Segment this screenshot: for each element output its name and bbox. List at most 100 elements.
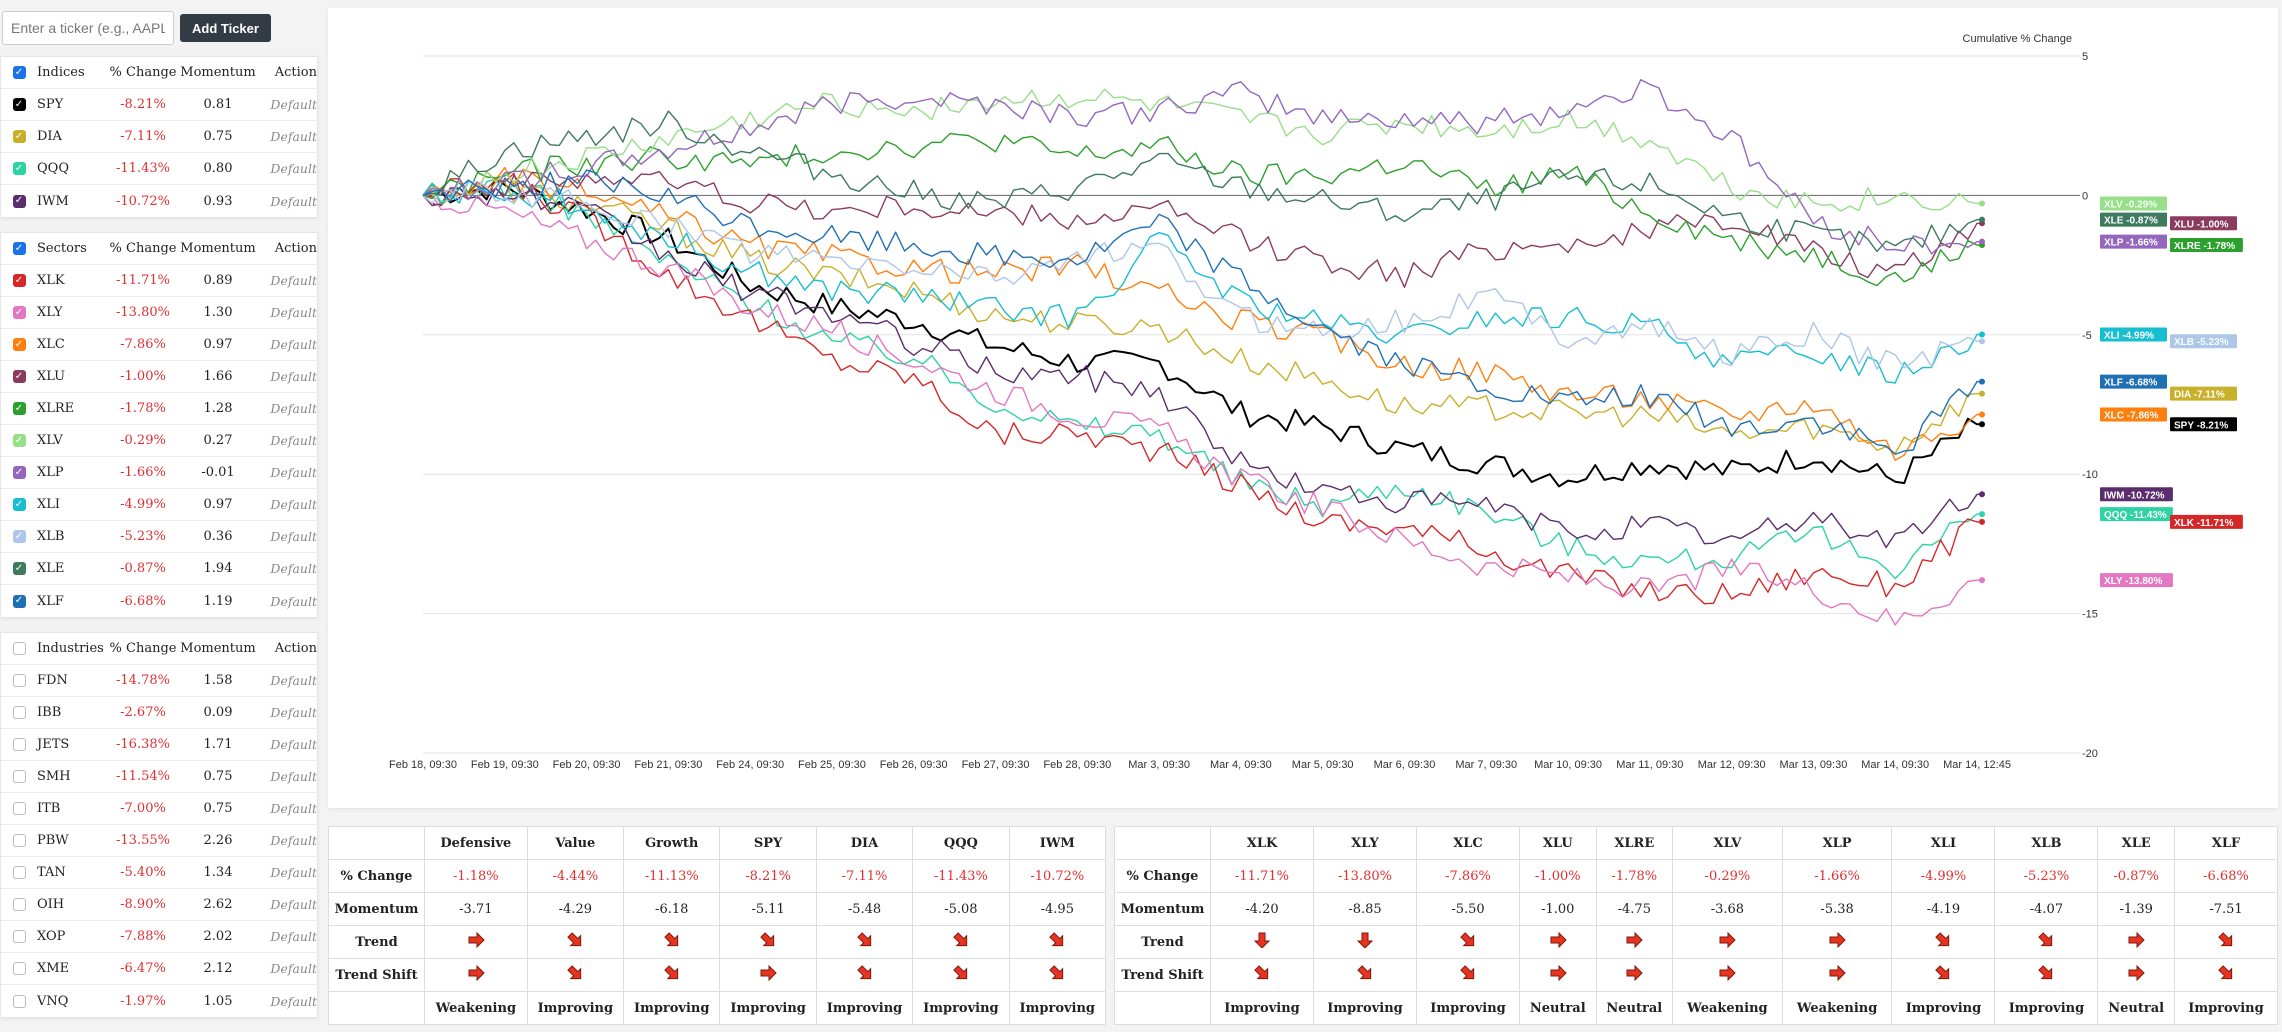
trend-cell	[1313, 925, 1417, 959]
action-link[interactable]: Default	[270, 433, 317, 448]
action-link[interactable]: Default	[270, 961, 317, 976]
x-tick-label: Mar 11, 09:30	[1616, 759, 1683, 771]
x-tick-label: Mar 6, 09:30	[1374, 759, 1436, 771]
action-link[interactable]: Default	[270, 673, 317, 688]
series-checkbox[interactable]: ✓	[12, 594, 26, 608]
action-link[interactable]: Default	[270, 161, 317, 176]
trend-arrow-icon	[1049, 932, 1064, 947]
series-checkbox[interactable]	[12, 866, 26, 879]
series-checkbox[interactable]	[12, 962, 26, 975]
action-link[interactable]: Default	[270, 497, 317, 512]
column-header: XLF	[2173, 826, 2279, 860]
action-link[interactable]: Default	[270, 129, 317, 144]
y-tick-label: -15	[2082, 609, 2098, 621]
action-link[interactable]: Default	[270, 865, 317, 880]
y-tick-label: 0	[2082, 190, 2088, 202]
x-tick-label: Feb 19, 09:30	[471, 759, 539, 771]
series-end-marker	[1979, 511, 1985, 518]
momentum-cell: -7.51	[2173, 892, 2279, 926]
x-tick-label: Mar 10, 09:30	[1534, 759, 1602, 771]
pct-change: -2.67%	[120, 705, 166, 720]
action-link[interactable]: Default	[270, 337, 317, 352]
ticker-input[interactable]	[2, 11, 174, 45]
series-checkbox[interactable]	[12, 802, 26, 815]
series-checkbox[interactable]: ✓	[12, 434, 26, 447]
action-link[interactable]: Default	[270, 705, 317, 720]
series-checkbox[interactable]: ✓	[12, 162, 26, 175]
momentum-value: 0.93	[203, 193, 233, 209]
group-header: ✓ Indices % Change Momentum Action	[1, 57, 317, 89]
series-checkbox[interactable]: ✓	[12, 98, 26, 111]
action-link[interactable]: Default	[270, 97, 317, 112]
action-link[interactable]: Default	[270, 993, 317, 1009]
group-checkbox[interactable]	[12, 642, 26, 655]
series-checkbox[interactable]: ✓	[12, 338, 26, 351]
series-checkbox[interactable]: ✓	[12, 402, 26, 415]
checkbox-cell: ✓	[1, 370, 37, 383]
series-checkbox[interactable]: ✓	[12, 274, 26, 287]
series-checkbox[interactable]: ✓	[12, 562, 26, 575]
group-checkbox[interactable]: ✓	[12, 242, 26, 255]
ticker-symbol: XLV	[37, 433, 63, 448]
series-end-marker	[1979, 491, 1985, 498]
momentum-value: 0.97	[203, 337, 233, 352]
action-link[interactable]: Default	[270, 833, 317, 848]
ticker-symbol: XME	[37, 961, 70, 976]
trend-cell	[912, 958, 1010, 992]
series-checkbox[interactable]: ✓	[12, 130, 26, 143]
trend-arrow-icon	[1254, 965, 1269, 980]
series-checkbox[interactable]	[12, 674, 26, 687]
momentum-cell: -1.39	[2097, 892, 2175, 926]
group-checkbox[interactable]: ✓	[12, 66, 26, 79]
status-cell: Improving	[1313, 991, 1417, 1025]
series-label-box	[2100, 234, 2167, 249]
ticker-symbol: XLF	[37, 593, 64, 609]
trend-arrow-icon	[2128, 964, 2145, 982]
action-link[interactable]: Default	[270, 593, 317, 609]
series-checkbox[interactable]: ✓	[12, 306, 26, 319]
pct-cell: -10.72%	[1008, 859, 1107, 893]
trend-arrow-icon	[760, 964, 777, 982]
series-checkbox[interactable]: ✓	[12, 530, 26, 543]
momentum-cell: -4.95	[1008, 892, 1107, 926]
action-link[interactable]: Default	[270, 273, 317, 288]
series-checkbox[interactable]	[12, 770, 26, 783]
momentum-cell: -4.75	[1595, 892, 1674, 926]
series-checkbox[interactable]: ✓	[12, 498, 26, 511]
series-checkbox[interactable]	[12, 834, 26, 847]
action-link[interactable]: Default	[270, 401, 317, 416]
series-checkbox[interactable]	[12, 994, 26, 1008]
action-link[interactable]: Default	[270, 769, 317, 784]
checkbox-cell: ✓	[1, 402, 37, 415]
checkbox-cell: ✓	[1, 338, 37, 351]
momentum-cell: -6.18	[623, 892, 721, 926]
series-checkbox[interactable]: ✓	[12, 194, 26, 208]
series-checkbox[interactable]: ✓	[12, 466, 26, 479]
action-link[interactable]: Default	[270, 465, 317, 480]
trend-cell	[526, 925, 625, 959]
action-link[interactable]: Default	[270, 369, 317, 384]
action-link[interactable]: Default	[270, 305, 317, 320]
series-checkbox[interactable]: ✓	[12, 370, 26, 383]
series-checkbox[interactable]	[12, 898, 26, 911]
series-checkbox[interactable]	[12, 930, 26, 943]
table-row: Trend	[328, 925, 1107, 959]
trend-cell	[1008, 958, 1107, 992]
series-checkbox[interactable]	[12, 738, 26, 751]
action-link[interactable]: Default	[270, 193, 317, 209]
pct-change: -4.99%	[120, 497, 166, 512]
action-link[interactable]: Default	[270, 561, 317, 576]
action-link[interactable]: Default	[270, 529, 317, 544]
action-link[interactable]: Default	[270, 897, 317, 912]
momentum-value: 0.75	[203, 769, 233, 784]
action-link[interactable]: Default	[270, 929, 317, 944]
add-ticker-button[interactable]: Add Ticker	[180, 14, 271, 42]
status-cell: Improving	[1891, 991, 1996, 1025]
trend-arrow-icon	[567, 932, 582, 947]
series-end-marker	[1979, 338, 1985, 345]
series-label: XLRE -1.78%	[2174, 241, 2235, 252]
action-link[interactable]: Default	[270, 801, 317, 816]
series-checkbox[interactable]	[12, 706, 26, 719]
checkbox-cell: ✓	[1, 530, 37, 543]
action-link[interactable]: Default	[270, 737, 317, 752]
